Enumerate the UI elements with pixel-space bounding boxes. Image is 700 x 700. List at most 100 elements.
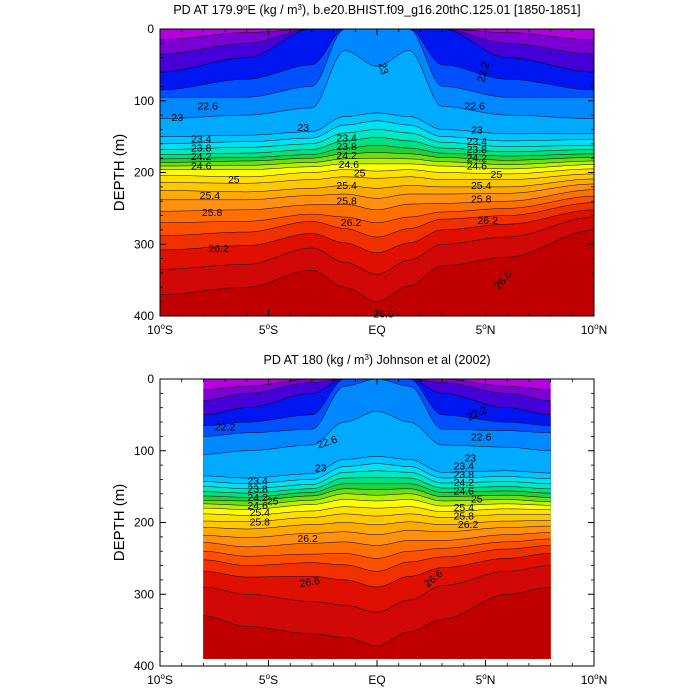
- contour-label: 26.2: [477, 215, 498, 227]
- contour-label: 24.2: [336, 150, 357, 162]
- panel-model-y-axis: 0 100 200 300 400: [134, 22, 594, 323]
- contour-line-25.6: [203, 532, 551, 548]
- contour-line-26.2: [160, 209, 594, 254]
- contour-line-24.4: [160, 157, 594, 167]
- contour-line-26.6: [160, 229, 594, 302]
- y-tick-label: 300: [134, 587, 154, 601]
- contour-line-25: [203, 513, 551, 523]
- contour-label: 25.8: [454, 511, 475, 523]
- contour-band-25: [160, 229, 594, 316]
- contour-label: 26.6: [373, 308, 394, 320]
- x-tick-label: 5oS: [259, 672, 278, 687]
- contour-label: 23.4: [191, 133, 212, 145]
- x-tick-label: EQ: [368, 323, 385, 337]
- contour-line-24: [160, 144, 594, 160]
- contour-label: 22.6: [471, 432, 492, 444]
- y-tick-label: 200: [134, 166, 154, 180]
- contour-line-26: [160, 202, 594, 238]
- panel-model-title: PD AT 179.9oE (kg / m3), b.e20.BHIST.f09…: [173, 3, 580, 17]
- x-tick-label: 10oN: [581, 672, 607, 687]
- x-tick-label: 5oN: [476, 322, 496, 337]
- contour-label: 25: [267, 496, 279, 508]
- contour-line-23.6: [160, 129, 594, 150]
- contour-line-23.6: [203, 470, 551, 490]
- contour-line-26.2: [203, 553, 551, 588]
- contour-label: 23.4: [336, 133, 357, 145]
- contour-line-23.2: [160, 112, 594, 137]
- contour-label: 26.2: [208, 243, 229, 255]
- contour-label: 23.8: [336, 141, 357, 153]
- contour-line-22.4: [203, 379, 551, 416]
- x-tick-label: EQ: [368, 673, 385, 687]
- contour-label: 25.4: [471, 180, 492, 192]
- contour-band-25: [203, 587, 551, 659]
- contour-label: 24.6: [339, 159, 360, 171]
- panel-model-x-axis: 10oS 5oS EQ 5oN 10oN: [147, 29, 607, 337]
- contour-line-23.8: [203, 477, 551, 494]
- contour-line-24.6: [203, 499, 551, 510]
- contour-label: 25.4: [200, 190, 221, 202]
- contour-line-24.4: [203, 493, 551, 506]
- contour-label: 25.8: [250, 516, 271, 528]
- panel-observed-contour-lines: [203, 379, 551, 647]
- contour-label: 23.4: [454, 460, 475, 472]
- x-tick-label: 10oS: [147, 322, 173, 337]
- contour-line-23.4: [203, 463, 551, 485]
- contour-label: 23: [315, 463, 327, 475]
- x-tick-label: 10oS: [147, 672, 173, 687]
- contour-label: 24.6: [247, 500, 268, 512]
- contour-label: 25.8: [471, 194, 492, 206]
- contour-line-24.2: [160, 152, 594, 163]
- y-tick-label: 400: [134, 659, 154, 673]
- contour-line-23: [160, 50, 594, 119]
- contour-line-23.4: [160, 120, 594, 145]
- contour-label: 23.8: [467, 144, 488, 156]
- contour-line-23.2: [203, 456, 551, 479]
- contour-label: 24.2: [467, 153, 488, 165]
- contour-line-24.6: [160, 163, 594, 170]
- contour-label: 25: [471, 493, 483, 505]
- contour-label: 25: [228, 174, 240, 186]
- contour-label: 25.4: [250, 507, 271, 519]
- contour-label: 24.6: [467, 161, 488, 173]
- contour-line-25.4: [203, 525, 551, 538]
- contour-label: 26.2: [341, 217, 362, 229]
- panel-model-contour-fills: [160, 29, 594, 316]
- y-tick-label: 0: [147, 22, 154, 36]
- contour-label: 26.6: [299, 575, 321, 590]
- contour-line-22.2: [203, 379, 551, 401]
- contour-label: 26.2: [458, 519, 479, 531]
- contour-label: 23.4: [247, 475, 268, 487]
- x-tick-label: 5oS: [259, 322, 278, 337]
- contour-line-25.8: [160, 195, 594, 223]
- y-tick-label: 400: [134, 309, 154, 323]
- panel-observed-title: PD AT 180 (kg / m3) Johnson et al (2002): [263, 353, 490, 367]
- panel-observed-y-axis-label: DEPTH (m): [111, 484, 128, 562]
- contour-line-22.8: [160, 29, 594, 98]
- contour-line-26.4: [203, 565, 551, 613]
- contour-label: 24.2: [191, 151, 212, 163]
- contour-label: 25.8: [202, 207, 223, 219]
- contour-label: 26.2: [297, 533, 318, 545]
- contour-label: 23: [471, 125, 483, 137]
- contour-label: 23: [297, 122, 309, 134]
- contour-line-22.2: [160, 29, 594, 55]
- y-tick-label: 200: [134, 516, 154, 530]
- contour-line-22.6: [203, 379, 551, 426]
- contour-label: 22.6: [197, 100, 218, 112]
- contour-label: 23.8: [454, 469, 475, 481]
- contour-line-24.8: [160, 168, 594, 178]
- contour-label: 23: [464, 452, 476, 464]
- panel-model: PD AT 179.9oE (kg / m3), b.e20.BHIST.f09…: [111, 3, 607, 337]
- contour-label: 24.2: [247, 492, 268, 504]
- contour-line-22.6: [160, 29, 594, 91]
- contour-label: 22.6: [464, 100, 485, 112]
- contour-label: 23.8: [247, 483, 268, 495]
- contour-label: 23.4: [467, 136, 488, 148]
- y-tick-label: 0: [147, 372, 154, 386]
- contour-label: 23: [172, 112, 184, 124]
- panel-observed-contour-fills: [203, 379, 551, 659]
- contour-line-22: [203, 379, 551, 391]
- contour-line-25.6: [160, 189, 594, 212]
- x-tick-label: 5oN: [476, 672, 496, 687]
